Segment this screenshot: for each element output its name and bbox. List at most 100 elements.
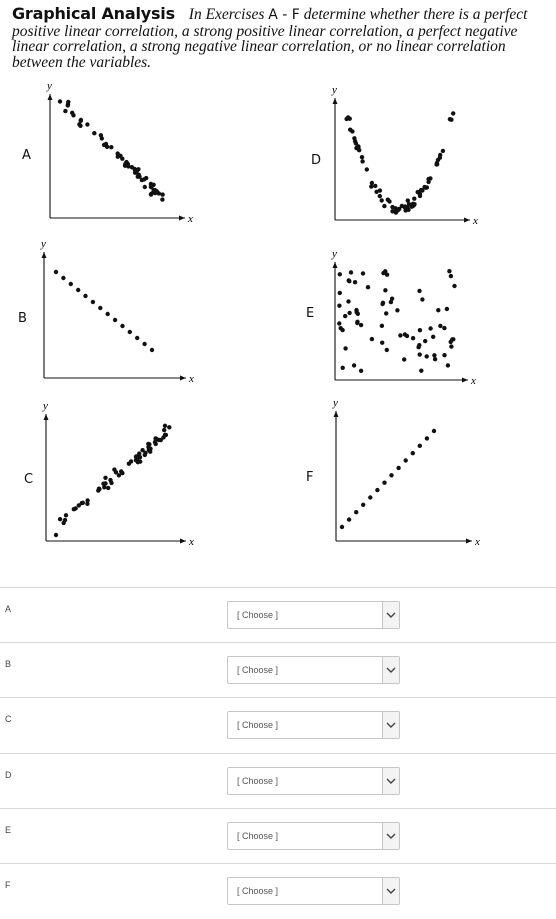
data-point [115,154,121,159]
data-point [61,275,66,281]
data-point [68,281,74,287]
data-point [352,280,358,285]
data-point [53,269,59,275]
data-point [383,288,388,293]
select-value: [ Choose ] [237,886,279,896]
data-point [146,441,151,447]
data-point [340,327,345,333]
answer-row-f: F [ Choose ] [0,863,556,919]
data-point [398,333,403,338]
x-arrow [462,377,468,383]
question-intro: In Exercises [188,6,265,23]
y-arrow [333,411,339,417]
chevron-down-icon[interactable] [382,657,399,683]
data-point [65,103,71,108]
data-point [57,99,63,104]
data-point [152,440,158,445]
data-point [149,185,154,190]
data-point [354,510,359,515]
data-point [405,198,410,203]
data-point [402,332,408,337]
data-point [109,145,114,150]
answer-select-f[interactable]: [ Choose ] [227,877,400,905]
select-value: [ Choose ] [237,610,279,620]
data-point [161,435,166,440]
data-point [103,475,108,480]
data-point [424,436,430,441]
data-point [101,481,106,486]
plot-label-e: E [306,306,315,321]
answer-select-d[interactable]: [ Choose ] [227,767,400,795]
x-arrow [179,215,185,221]
plot-label-b: B [18,311,27,326]
data-point [380,301,385,307]
y-axis-label: y [42,400,48,412]
data-point [92,131,97,136]
data-point [431,334,436,339]
data-point [132,166,137,172]
data-point [416,345,421,350]
x-arrow [180,538,186,544]
data-point [444,306,450,312]
x-axis-label: x [187,213,193,225]
chevron-down-icon[interactable] [382,768,399,794]
chevron-down-icon[interactable] [382,823,399,849]
data-point [373,183,378,189]
x-arrow [464,217,470,223]
data-point [442,325,447,331]
answer-row-e: E [ Choose ] [0,808,556,864]
data-point [364,167,369,172]
data-point [382,203,387,209]
data-point [420,297,425,302]
answer-select-a[interactable]: [ Choose ] [227,601,400,629]
y-arrow [43,414,49,420]
chevron-down-icon[interactable] [382,878,399,904]
data-point [337,303,342,308]
y-arrow [41,252,47,258]
data-point [365,285,371,290]
data-point [360,271,366,276]
data-point [380,340,385,345]
answer-label: C [5,714,12,724]
data-point [140,448,145,453]
y-axis-label: y [332,397,338,409]
data-point [98,133,104,138]
plot-label-f: F [306,470,314,485]
data-point [377,188,383,193]
data-point [431,428,437,434]
data-point [390,204,395,210]
answer-select-c[interactable]: [ Choose ] [227,711,400,739]
answer-select-e[interactable]: [ Choose ] [227,822,400,850]
data-point [112,317,118,323]
data-point [108,477,113,483]
data-point [339,524,345,530]
select-value: [ Choose ] [237,776,279,786]
data-point [374,189,379,194]
chevron-down-icon[interactable] [382,602,399,628]
data-point [352,136,357,141]
answer-row-b: B [ Choose ] [0,642,556,698]
data-point [78,123,83,128]
plot-label-c: C [24,472,34,487]
answer-label: F [5,880,11,890]
data-point [63,108,68,114]
data-point [436,308,441,313]
select-value: [ Choose ] [237,665,279,675]
data-point [340,365,345,370]
answer-row-c: C [ Choose ] [0,697,556,753]
data-point [382,480,387,485]
data-point [63,513,69,518]
data-point [337,272,342,277]
data-point [448,273,454,279]
data-point [375,487,380,493]
y-axis-label: y [331,84,337,96]
chevron-down-icon[interactable] [382,712,399,738]
data-point [53,532,59,538]
y-arrow [332,98,338,104]
data-point [346,278,351,283]
data-point [149,347,155,353]
data-point [71,507,77,512]
data-point [98,305,103,311]
x-axis-label: x [188,536,194,548]
answer-select-b[interactable]: [ Choose ] [227,656,400,684]
